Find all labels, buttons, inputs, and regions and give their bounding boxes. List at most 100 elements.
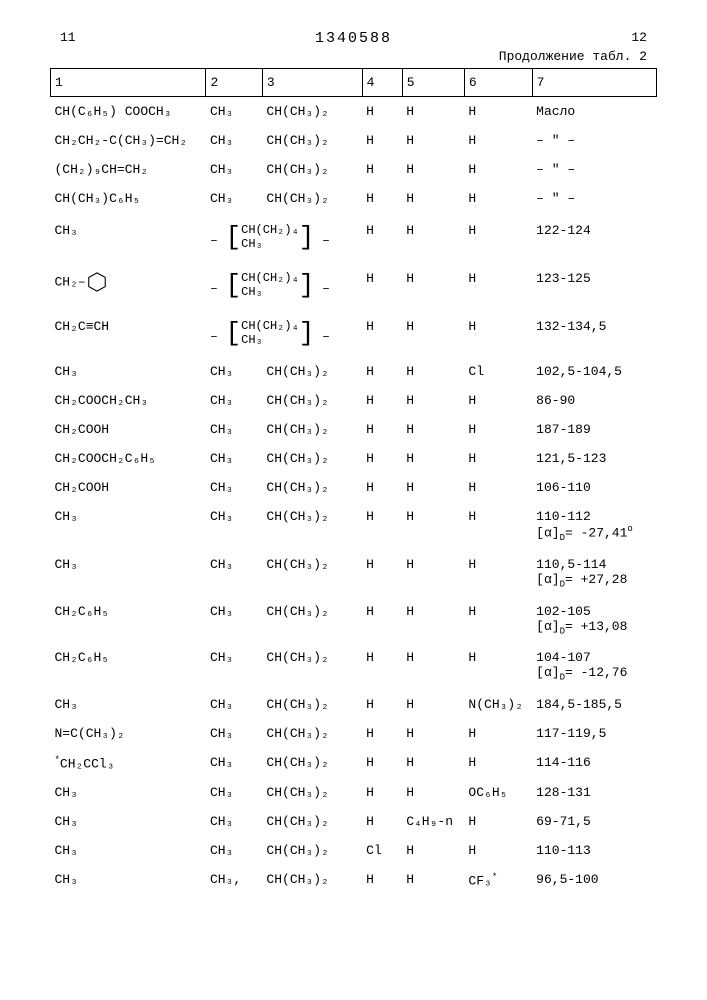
cell-col1: CH(C₆H₅) COOCH₃ <box>51 97 206 127</box>
cell-col1: CH₃ <box>51 836 206 865</box>
cell-col3: CH(CH₃)₂ <box>262 748 362 778</box>
cell-c4: H <box>362 386 402 415</box>
table-row: CH₃CH₃CH(CH₃)₂HHCl102,5-104,5 <box>51 357 657 386</box>
cell-col7: 123-125 <box>532 261 656 309</box>
cell-c6: H <box>464 643 532 690</box>
cell-col2: CH₃ <box>206 807 262 836</box>
cell-col3: CH(CH₃)₂ <box>262 550 362 597</box>
cell-col1: CH(CH₃)C₆H₅ <box>51 184 206 213</box>
cell-c5: H <box>402 444 464 473</box>
cell-c4: H <box>362 778 402 807</box>
page-number-right: 12 <box>631 30 647 47</box>
table-row: CH₂COOCH₂C₆H₅CH₃CH(CH₃)₂HHH121,5-123 <box>51 444 657 473</box>
page-number-left: 11 <box>60 30 76 47</box>
cell-col3: CH(CH₃)₂ <box>262 719 362 748</box>
cell-col2: CH₃ <box>206 386 262 415</box>
cell-col3: CH(CH₃)₂ <box>262 357 362 386</box>
col-header-5: 5 <box>402 69 464 97</box>
cell-col7: 110-113 <box>532 836 656 865</box>
cell-c6: H <box>464 836 532 865</box>
cell-c6: H <box>464 473 532 502</box>
cell-c6: H <box>464 309 532 357</box>
cell-col2: CH₃ <box>206 415 262 444</box>
cell-col3: CH(CH₃)₂ <box>262 597 362 644</box>
cell-c6: H <box>464 415 532 444</box>
table-row: CH₃– [CH(CH₂)₄CH₃] –HHH122-124 <box>51 213 657 261</box>
cell-col3: CH(CH₃)₂ <box>262 778 362 807</box>
cell-col1: CH₂COOH <box>51 415 206 444</box>
cell-col3: CH(CH₃)₂ <box>262 690 362 719</box>
cell-c5: H <box>402 719 464 748</box>
cell-c4: H <box>362 719 402 748</box>
cell-c4: H <box>362 357 402 386</box>
cell-c4: H <box>362 807 402 836</box>
cell-col2: CH₃ <box>206 444 262 473</box>
cell-col1: CH₂C₆H₅ <box>51 643 206 690</box>
table-row: CH(CH₃)C₆H₅CH₃CH(CH₃)₂HHH– " – <box>51 184 657 213</box>
cell-c6: H <box>464 502 532 550</box>
cell-col3: CH(CH₃)₂ <box>262 184 362 213</box>
table-row: CH₂C≡CH– [CH(CH₂)₄CH₃] –HHH132-134,5 <box>51 309 657 357</box>
table-continuation-label: Продолжение табл. 2 <box>50 49 657 64</box>
cell-c4: H <box>362 97 402 127</box>
cell-c6: H <box>464 97 532 127</box>
cell-c5: H <box>402 261 464 309</box>
table-row: CH₂COOHCH₃CH(CH₃)₂HHH106-110 <box>51 473 657 502</box>
cell-col2: CH₃ <box>206 502 262 550</box>
page-container: 11 1340588 12 Продолжение табл. 2 1 2 3 … <box>0 0 707 935</box>
cell-c6: H <box>464 126 532 155</box>
table-row: CH₂–– [CH(CH₂)₄CH₃] –HHH123-125 <box>51 261 657 309</box>
cell-col7: 128-131 <box>532 778 656 807</box>
table-header-row: 1 2 3 4 5 6 7 <box>51 69 657 97</box>
cell-col1: CH₃ <box>51 213 206 261</box>
table-row: CH₂COOCH₂CH₃CH₃CH(CH₃)₂HHH86-90 <box>51 386 657 415</box>
cell-c4: H <box>362 415 402 444</box>
cell-c6: H <box>464 748 532 778</box>
cell-col2: CH₃ <box>206 597 262 644</box>
table-row: CH₃CH₃CH(CH₃)₂HC₄H₉-nH69-71,5 <box>51 807 657 836</box>
document-number: 1340588 <box>315 30 392 47</box>
cell-col3: CH(CH₃)₂ <box>262 155 362 184</box>
cell-col2: CH₃ <box>206 550 262 597</box>
table-row: CH₃CH₃CH(CH₃)₂HHOC₆H₅128-131 <box>51 778 657 807</box>
cell-col7: 187-189 <box>532 415 656 444</box>
cell-c5: H <box>402 748 464 778</box>
cell-c5: H <box>402 213 464 261</box>
table-row: CH₃CH₃CH(CH₃)₂HHN(CH₃)₂184,5-185,5 <box>51 690 657 719</box>
cell-c6: H <box>464 184 532 213</box>
cell-col7: 110,5-114[α]D= +27,28 <box>532 550 656 597</box>
table-row: *CH₂CCl₃CH₃CH(CH₃)₂HHH114-116 <box>51 748 657 778</box>
cell-c4: Cl <box>362 836 402 865</box>
cell-c4: H <box>362 261 402 309</box>
cell-c4: H <box>362 444 402 473</box>
cell-col7: – " – <box>532 155 656 184</box>
cell-col7: – " – <box>532 126 656 155</box>
cell-c6: H <box>464 261 532 309</box>
col-header-1: 1 <box>51 69 206 97</box>
cell-col1: CH₂C₆H₅ <box>51 597 206 644</box>
cell-col1: CH₃ <box>51 778 206 807</box>
cell-col7: 114-116 <box>532 748 656 778</box>
cell-col3: CH(CH₃)₂ <box>262 643 362 690</box>
cell-c6: Cl <box>464 357 532 386</box>
cell-col7: 117-119,5 <box>532 719 656 748</box>
cell-col3: CH(CH₃)₂ <box>262 97 362 127</box>
cell-c4: H <box>362 597 402 644</box>
cell-c5: H <box>402 126 464 155</box>
cell-col7: 122-124 <box>532 213 656 261</box>
cell-col2: CH₃ <box>206 643 262 690</box>
cell-col3: CH(CH₃)₂ <box>262 386 362 415</box>
cell-col7: Масло <box>532 97 656 127</box>
table-row: CH₂C₆H₅CH₃CH(CH₃)₂HHH104-107[α]D= -12,76 <box>51 643 657 690</box>
cell-col7: 132-134,5 <box>532 309 656 357</box>
cell-c6: H <box>464 550 532 597</box>
cell-c4: H <box>362 865 402 895</box>
cell-c5: H <box>402 473 464 502</box>
table-row: CH₃CH₃CH(CH₃)₂HHH110,5-114[α]D= +27,28 <box>51 550 657 597</box>
table-body: CH(C₆H₅) COOCH₃CH₃CH(CH₃)₂HHHМаслоCH₂CH₂… <box>51 97 657 896</box>
cell-col3: CH(CH₃)₂ <box>262 502 362 550</box>
cell-col2: CH₃ <box>206 97 262 127</box>
cell-c6: H <box>464 597 532 644</box>
cell-col1: CH₂COOCH₂CH₃ <box>51 386 206 415</box>
table-row: CH(C₆H₅) COOCH₃CH₃CH(CH₃)₂HHHМасло <box>51 97 657 127</box>
